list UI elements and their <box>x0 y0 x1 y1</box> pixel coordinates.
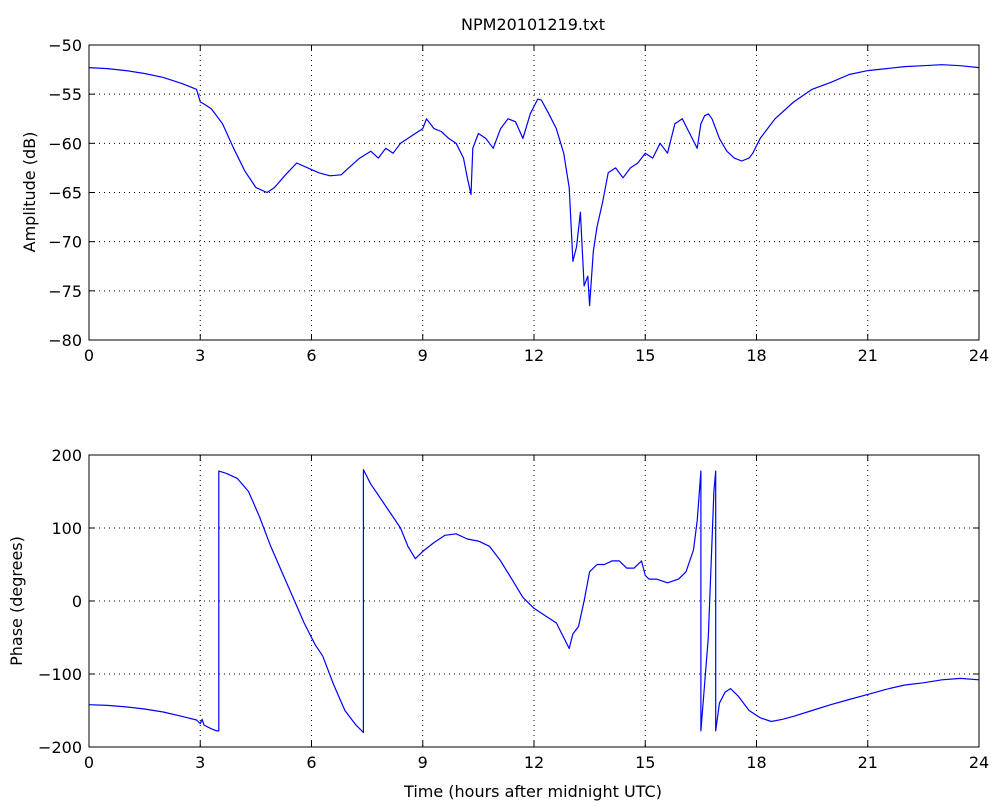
amplitude-x-tick-label: 18 <box>746 346 766 365</box>
phase-x-tick-label: 12 <box>524 753 544 772</box>
amplitude-x-tick-label: 9 <box>418 346 428 365</box>
phase-x-tick-label: 18 <box>746 753 766 772</box>
phase-y-tick-label: −100 <box>38 665 82 684</box>
phase-y-tick-label: −200 <box>38 738 82 757</box>
amplitude-x-tick-label: 0 <box>84 346 94 365</box>
phase-x-tick-label: 24 <box>969 753 989 772</box>
amplitude-series <box>88 64 980 307</box>
phase-x-tick-label: 9 <box>418 753 428 772</box>
phase-gridlines <box>89 455 979 747</box>
phase-y-tick-label: 200 <box>51 446 82 465</box>
amplitude-x-tick-label: 3 <box>195 346 205 365</box>
amplitude-y-tick-label: −60 <box>48 134 82 153</box>
amplitude-chart: NPM20101219.txt Amplitude (dB) 0 3 6 9 12 15 1… <box>20 15 989 365</box>
amplitude-x-tick-label: 21 <box>858 346 878 365</box>
phase-x-tick-label: 0 <box>84 753 94 772</box>
phase-x-tick-label: 15 <box>635 753 655 772</box>
amplitude-y-tick-label: −50 <box>48 36 82 55</box>
amplitude-y-tick-label: −80 <box>48 331 82 350</box>
amplitude-y-axis-label: Amplitude (dB) <box>20 132 39 253</box>
amplitude-y-tick-label: −75 <box>48 282 82 301</box>
phase-series <box>88 469 980 734</box>
amplitude-y-tick-label: −70 <box>48 233 82 252</box>
amplitude-y-tick-label: −55 <box>48 85 82 104</box>
phase-y-tick-label: 0 <box>72 592 82 611</box>
amplitude-x-tick-label: 24 <box>969 346 989 365</box>
phase-x-tick-label: 3 <box>195 753 205 772</box>
phase-ticks: 0 3 6 9 12 15 18 21 24 −200 −100 0 100 200 <box>38 446 989 772</box>
amplitude-chart-title: NPM20101219.txt <box>461 15 605 34</box>
phase-chart: Time (hours after midnight UTC) Phase (d… <box>7 446 989 801</box>
phase-x-tick-label: 6 <box>306 753 316 772</box>
amplitude-x-tick-label: 12 <box>524 346 544 365</box>
amplitude-x-tick-label: 6 <box>306 346 316 365</box>
phase-y-tick-label: 100 <box>51 519 82 538</box>
amplitude-ticks: 0 3 6 9 12 15 18 21 24 −80 −75 −70 −65 −60 −55 −50 <box>48 36 989 365</box>
amplitude-series-line <box>88 64 980 307</box>
amplitude-x-tick-label: 15 <box>635 346 655 365</box>
phase-series-line <box>88 469 980 734</box>
amplitude-gridlines <box>89 45 979 340</box>
phase-x-axis-label: Time (hours after midnight UTC) <box>403 782 662 801</box>
phase-x-tick-label: 21 <box>858 753 878 772</box>
amplitude-y-tick-label: −65 <box>48 184 82 203</box>
phase-y-axis-label: Phase (degrees) <box>7 536 26 666</box>
